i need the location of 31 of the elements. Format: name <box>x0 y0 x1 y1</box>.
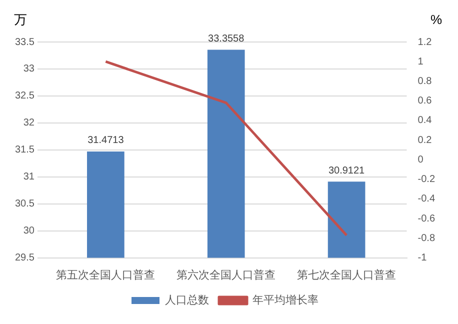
y2-tick-label: 1 <box>418 56 424 68</box>
data-label: 31.4713 <box>88 135 124 146</box>
y-tick-label: 29.5 <box>14 252 35 264</box>
y-axis-title: 万 <box>14 12 27 28</box>
y2-tick-label: -0.8 <box>418 232 436 244</box>
y2-tick-label: 0.6 <box>418 96 432 107</box>
y2-tick-label: -1 <box>418 252 428 264</box>
y2-tick-label: -0.6 <box>418 213 436 224</box>
y2-tick-label: -0.4 <box>418 194 436 205</box>
legend-label: 年平均增长率 <box>252 294 318 307</box>
legend-label: 人口总数 <box>165 294 209 307</box>
y-tick-label: 32.5 <box>14 90 35 102</box>
x-tick-label: 第六次全国人口普查 <box>176 268 276 282</box>
y-tick-label: 33 <box>23 64 35 75</box>
y-tick-label: 32 <box>23 118 35 129</box>
y2-tick-label: 0 <box>418 154 424 166</box>
y2-tick-label: -0.2 <box>418 174 436 186</box>
y2-tick-label: 0.4 <box>418 115 432 126</box>
y-tick-label: 31.5 <box>14 144 35 156</box>
y-tick-label: 33.5 <box>14 36 35 48</box>
x-tick-label: 第七次全国人口普查 <box>297 268 396 282</box>
x-tick-label: 第五次全国人口普查 <box>56 268 156 282</box>
data-label: 33.3558 <box>208 34 245 45</box>
y2-tick-label: 0.8 <box>418 76 432 87</box>
y-tick-label: 31 <box>23 172 35 183</box>
y2-tick-label: 1.2 <box>418 36 432 48</box>
y-tick-label: 30.5 <box>14 198 35 210</box>
y-tick-label: 30 <box>23 226 35 237</box>
y2-tick-label: 0.2 <box>418 134 432 146</box>
y2-axis-title: % <box>430 12 442 28</box>
data-label: 30.9121 <box>328 165 366 176</box>
